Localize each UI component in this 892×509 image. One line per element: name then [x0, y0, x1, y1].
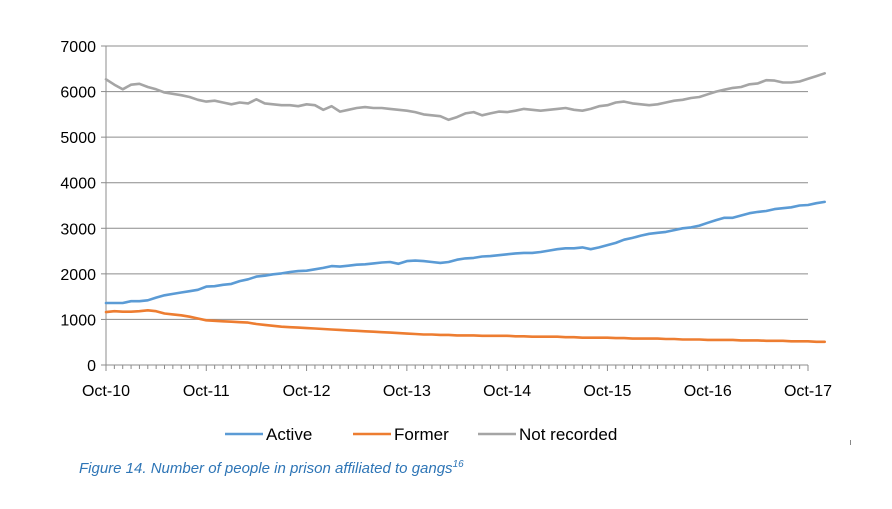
y-tick-labels: 0 1000 2000 3000 4000 5000 6000 7000	[60, 39, 96, 375]
series-line-active	[104, 200, 827, 305]
x-tick-label: Oct-15	[583, 383, 631, 400]
legend-label-not-recorded: Not recorded	[519, 425, 617, 444]
y-tick-label: 3000	[60, 221, 96, 238]
y-tick-label: 7000	[60, 39, 96, 56]
x-tick-label: Oct-14	[483, 383, 531, 400]
x-tick-label: Oct-13	[383, 383, 431, 400]
gridlines	[106, 45, 808, 320]
x-tick-label: Oct-11	[183, 383, 230, 400]
caption-text: Figure 14. Number of people in prison af…	[79, 460, 453, 477]
x-tick-label: Oct-17	[784, 383, 832, 400]
y-tick-label: 4000	[60, 176, 96, 193]
series-line-not-recorded	[104, 72, 827, 122]
axes	[101, 45, 809, 371]
x-tick-label: Oct-10	[82, 383, 130, 400]
x-tick-label: Oct-16	[684, 383, 732, 400]
legend: Active Former Not recorded	[225, 425, 617, 444]
caption-footnote: 16	[452, 459, 464, 470]
y-tick-label: 1000	[60, 312, 96, 329]
series-lines	[104, 72, 827, 344]
x-tick-labels: Oct-10 Oct-11 Oct-12 Oct-13 Oct-14 Oct-15 Oct-…	[82, 383, 832, 400]
y-tick-label: 5000	[60, 130, 96, 147]
legend-label-active: Active	[266, 425, 312, 444]
series-line-former	[104, 308, 827, 344]
figure-caption: Figure 14. Number of people in prison af…	[79, 459, 464, 477]
x-tick-label: Oct-12	[283, 383, 331, 400]
y-tick-label: 0	[87, 358, 96, 375]
y-tick-label: 6000	[60, 85, 96, 102]
y-tick-label: 2000	[60, 267, 96, 284]
stray-mark	[850, 440, 851, 445]
legend-label-former: Former	[394, 425, 449, 444]
